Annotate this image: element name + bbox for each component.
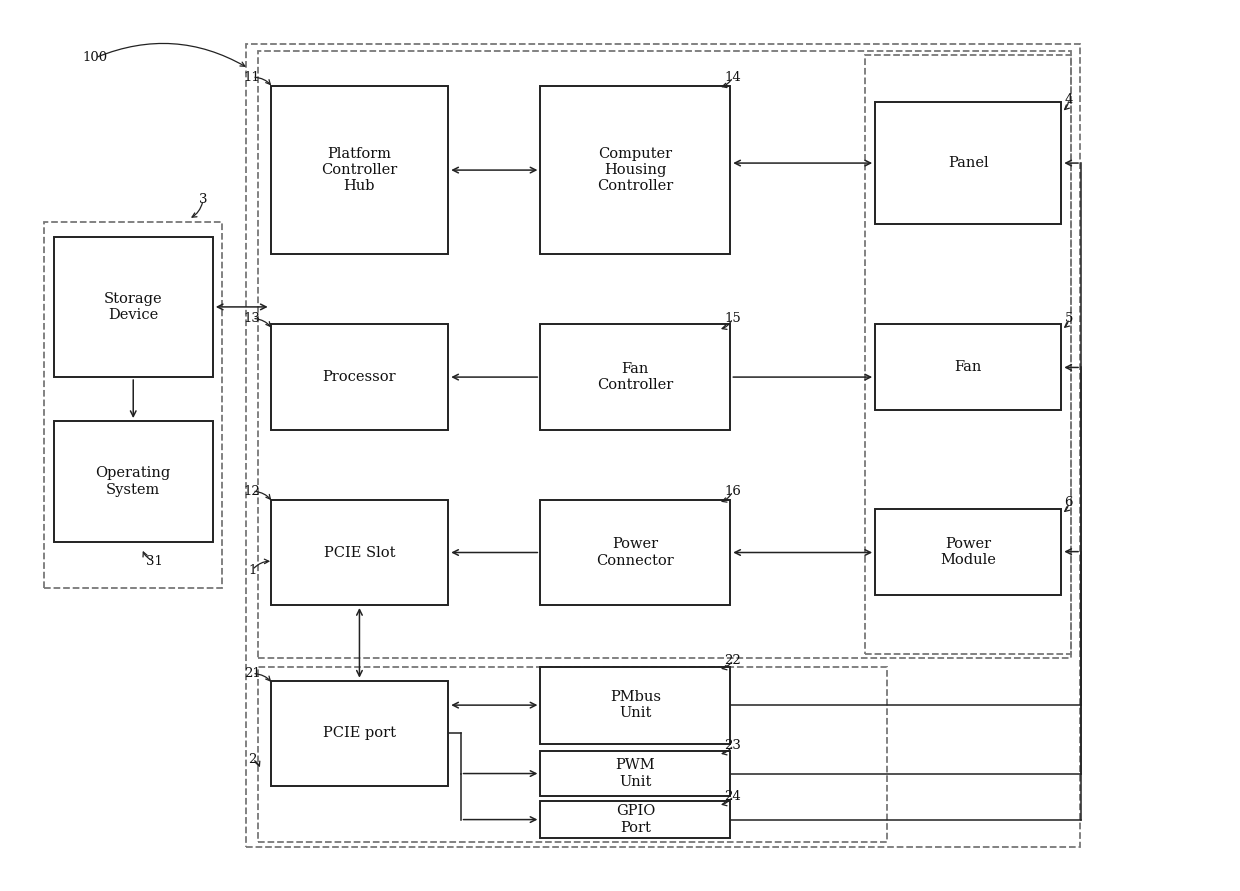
Bar	[270, 681, 449, 786]
Bar	[875, 509, 1061, 594]
Bar	[246, 44, 1080, 847]
Text: Processor: Processor	[322, 370, 397, 384]
Bar	[541, 801, 730, 838]
Text: PCIE port: PCIE port	[322, 726, 396, 740]
Bar	[541, 666, 730, 744]
Text: Computer
Housing
Controller: Computer Housing Controller	[598, 147, 673, 193]
Text: Platform
Controller
Hub: Platform Controller Hub	[321, 147, 398, 193]
Text: Power
Module: Power Module	[940, 536, 996, 567]
Text: 3: 3	[198, 193, 207, 207]
Text: 6: 6	[1064, 496, 1073, 509]
Text: 100: 100	[83, 52, 108, 64]
Text: 21: 21	[244, 667, 260, 680]
Bar	[53, 421, 213, 542]
Bar	[541, 751, 730, 797]
Bar	[270, 324, 449, 429]
Bar	[258, 51, 1071, 658]
Text: 16: 16	[724, 485, 742, 497]
Text: 2: 2	[248, 753, 257, 766]
Bar	[866, 55, 1071, 654]
Text: Operating
System: Operating System	[95, 466, 171, 496]
Text: 24: 24	[724, 789, 742, 803]
Text: 31: 31	[145, 555, 162, 568]
Text: GPIO
Port: GPIO Port	[615, 805, 655, 835]
Text: PWM
Unit: PWM Unit	[615, 758, 655, 789]
Text: Fan
Controller: Fan Controller	[598, 362, 673, 392]
Bar	[270, 500, 449, 605]
Text: 23: 23	[724, 739, 742, 752]
Text: 22: 22	[724, 654, 742, 666]
Bar	[270, 86, 449, 254]
Text: PCIE Slot: PCIE Slot	[324, 545, 396, 560]
Bar	[541, 500, 730, 605]
Text: 12: 12	[244, 485, 260, 497]
Text: 5: 5	[1065, 312, 1073, 325]
Bar	[875, 102, 1061, 225]
Bar	[541, 86, 730, 254]
Text: 11: 11	[244, 70, 260, 84]
Bar	[258, 666, 888, 842]
Text: 15: 15	[724, 312, 742, 325]
Text: Panel: Panel	[947, 156, 988, 170]
Bar	[53, 237, 213, 377]
Text: 4: 4	[1065, 93, 1073, 105]
Text: Power
Connector: Power Connector	[596, 537, 675, 568]
Bar	[43, 222, 222, 587]
Text: 14: 14	[724, 70, 742, 84]
Text: 1: 1	[248, 563, 257, 576]
Text: Storage
Device: Storage Device	[104, 292, 162, 322]
Text: PMbus
Unit: PMbus Unit	[610, 690, 661, 720]
Text: 13: 13	[244, 312, 260, 325]
Bar	[875, 324, 1061, 411]
Text: Fan: Fan	[955, 361, 982, 374]
Bar	[541, 324, 730, 429]
